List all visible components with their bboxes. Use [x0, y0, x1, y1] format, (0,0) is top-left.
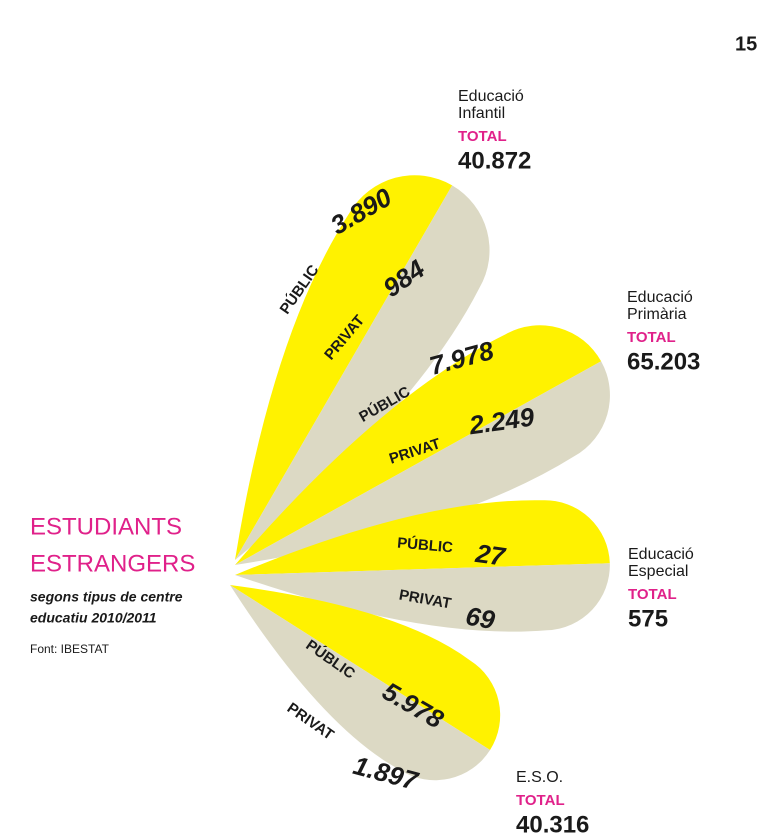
total-value: 575 [628, 605, 668, 632]
source: Font: IBESTAT [30, 642, 110, 656]
petal-public [235, 175, 453, 560]
group-name: Infantil [458, 105, 505, 122]
total-value: 40.316 [516, 811, 589, 838]
petal-private [235, 563, 610, 632]
petal [235, 325, 610, 565]
petal [230, 585, 501, 781]
petal-public [235, 325, 602, 565]
group-name: Primària [627, 306, 687, 323]
group-name: Educació [628, 546, 694, 563]
total-value: 40.872 [458, 147, 531, 174]
petal-public [230, 585, 501, 751]
petal [235, 175, 490, 560]
total-label: TOTAL [627, 329, 676, 346]
petal-public [235, 500, 610, 575]
group-name: Educació [458, 88, 524, 105]
public-value: 27 [473, 538, 508, 572]
petals [230, 175, 610, 781]
private-value: 69 [464, 601, 498, 636]
total-label: TOTAL [458, 128, 507, 145]
title: ESTUDIANTS [30, 513, 182, 540]
total-value: 65.203 [627, 348, 700, 375]
petal-private [230, 585, 491, 781]
group-name: Especial [628, 563, 688, 580]
group-name: E.S.O. [516, 769, 563, 786]
subtitle: educatiu 2010/2011 [30, 610, 157, 626]
total-label: TOTAL [628, 586, 677, 603]
total-label: TOTAL [516, 792, 565, 809]
subtitle: segons tipus de centre [30, 589, 183, 605]
petal-private [235, 185, 490, 560]
public-label: PÚBLIC [396, 534, 453, 557]
title: ESTRANGERS [30, 550, 195, 577]
petal-private [235, 361, 610, 565]
page-number: 15 [735, 33, 757, 55]
group-name: Educació [627, 289, 693, 306]
petal [235, 500, 610, 632]
